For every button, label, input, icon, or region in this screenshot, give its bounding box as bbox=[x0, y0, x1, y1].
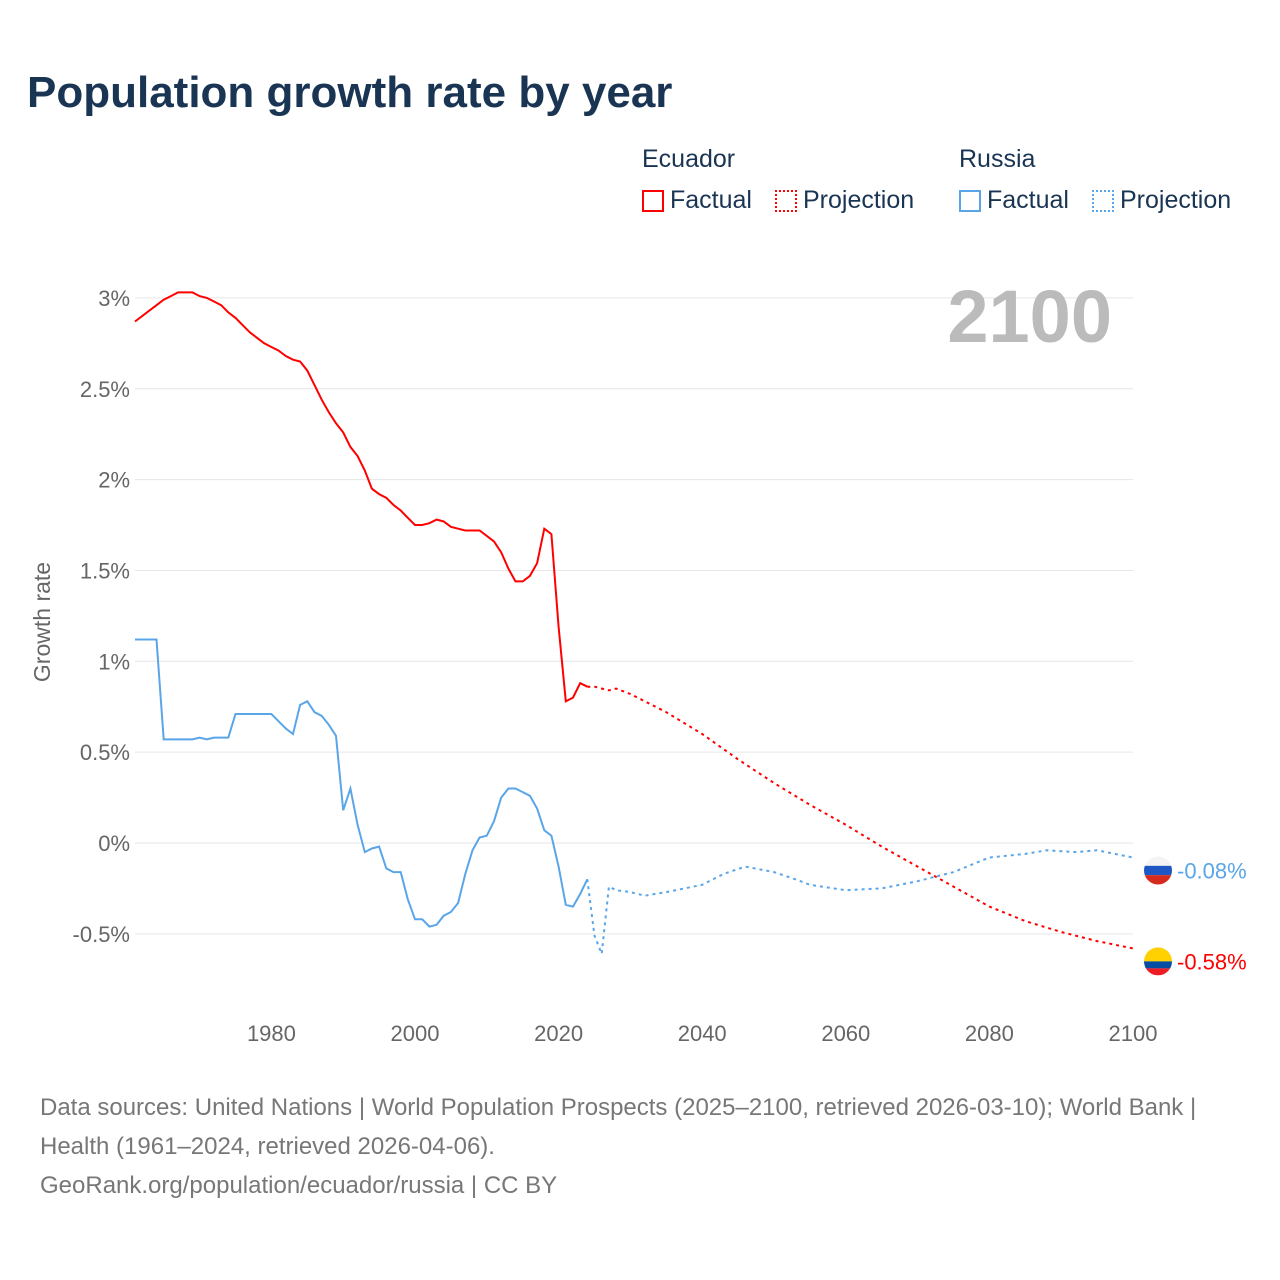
x-tick-label: 2100 bbox=[1109, 1021, 1158, 1046]
legend-ecuador-factual[interactable]: Factual bbox=[642, 186, 752, 215]
x-tick-label: 1980 bbox=[247, 1021, 296, 1046]
legend-label: Projection bbox=[803, 186, 915, 214]
legend-swatch bbox=[959, 189, 981, 212]
credit-link[interactable]: GeoRank.org/population/ecuador/russia | … bbox=[40, 1172, 558, 1199]
legend-label: Projection bbox=[1120, 186, 1232, 214]
legend-label: Factual bbox=[987, 186, 1069, 214]
legend-russia-projection[interactable]: Projection bbox=[1092, 186, 1231, 215]
legend-group-ecuador: Ecuador bbox=[642, 145, 736, 173]
russia-end-label: -0.08% bbox=[1177, 859, 1247, 884]
ecuador-factual-line bbox=[134, 291, 588, 703]
y-tick-label: 0% bbox=[98, 831, 130, 856]
year-watermark: 2100 bbox=[947, 275, 1112, 358]
legend-swatch bbox=[775, 189, 797, 212]
legend-swatch bbox=[1092, 189, 1114, 212]
y-tick-label: -0.5% bbox=[73, 922, 130, 947]
russia-flag-icon bbox=[1144, 856, 1172, 885]
x-tick-label: 2000 bbox=[391, 1021, 440, 1046]
plot-area: -0.5% 0% 0.5% 1% 1.5% 2% 2.5% 3% 1980 2000 2020 204… bbox=[29, 275, 1247, 1046]
ecuador-flag-icon bbox=[1144, 947, 1172, 976]
y-tick-label: 2% bbox=[98, 468, 130, 493]
legend-swatch bbox=[642, 189, 664, 212]
chart-title: Population growth rate by year bbox=[27, 68, 673, 117]
x-tick-label: 2040 bbox=[678, 1021, 727, 1046]
ecuador-end-label: -0.58% bbox=[1177, 949, 1247, 974]
y-tick-label: 1% bbox=[98, 649, 130, 674]
russia-factual-line bbox=[135, 638, 589, 928]
y-axis-label: Growth rate bbox=[29, 562, 55, 682]
legend-group-russia: Russia bbox=[959, 145, 1036, 173]
footer: Data sources: United Nations | World Pop… bbox=[40, 1088, 1240, 1205]
legend-ecuador-projection[interactable]: Projection bbox=[775, 186, 914, 215]
y-tick-label: 3% bbox=[98, 286, 130, 311]
data-sources: Data sources: United Nations | World Pop… bbox=[40, 1094, 1197, 1160]
russia-projection-line bbox=[586, 849, 1134, 955]
x-tick-label: 2020 bbox=[534, 1021, 583, 1046]
ecuador-projection-line bbox=[587, 685, 1134, 950]
legend-label: Factual bbox=[670, 186, 752, 214]
x-tick-label: 2060 bbox=[821, 1021, 870, 1046]
y-tick-label: 1.5% bbox=[80, 558, 130, 583]
y-tick-label: 0.5% bbox=[80, 740, 130, 765]
x-tick-label: 2080 bbox=[965, 1021, 1014, 1046]
y-tick-label: 2.5% bbox=[80, 377, 130, 402]
legend-russia-factual[interactable]: Factual bbox=[959, 186, 1069, 215]
